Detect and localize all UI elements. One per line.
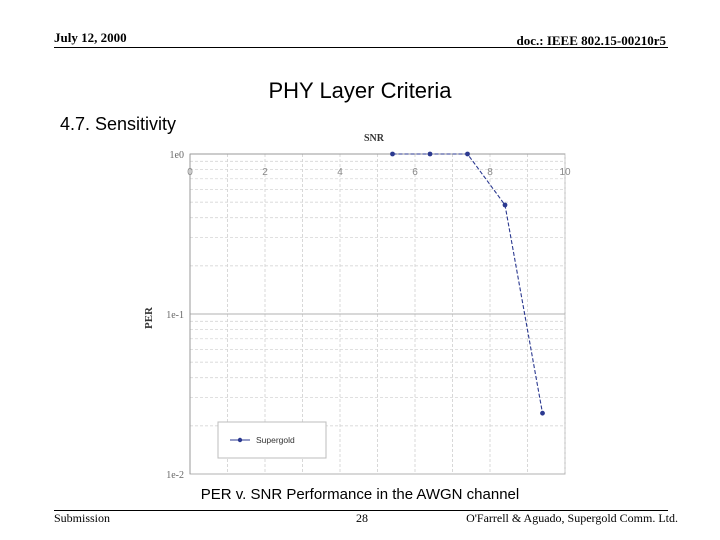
legend-marker (237, 437, 243, 443)
legend-label: Supergold (256, 435, 295, 445)
x-tick-label: 10 (559, 167, 571, 178)
footer-submission: Submission (54, 511, 111, 525)
chart-grid (189, 153, 566, 475)
y-axis-label: PER (143, 306, 155, 329)
data-point (390, 151, 395, 157)
chart-labels: 0 2 4 6 8 10 1e0 1e-1 1e-2 SNR PER (143, 133, 571, 481)
data-point (502, 202, 508, 208)
header-divider (54, 47, 668, 48)
chart-series (390, 151, 545, 416)
section-heading: 4.7. Sensitivity (60, 114, 177, 134)
footer-divider (54, 510, 668, 511)
chart-title: SNR (364, 133, 385, 144)
footer-authors: O'Farrell & Aguado, Supergold Comm. Ltd. (466, 511, 678, 525)
x-tick-label: 8 (487, 167, 493, 178)
per-snr-chart: 0 2 4 6 8 10 1e0 1e-1 1e-2 SNR PER Supergold (143, 133, 571, 481)
x-tick-label: 4 (337, 167, 343, 178)
chart-axes (189, 153, 565, 474)
x-tick-label: 0 (187, 167, 193, 178)
x-tick-label: 6 (412, 167, 418, 178)
header-date: July 12, 2000 (54, 30, 127, 45)
y-tick-label: 1e-2 (166, 470, 184, 481)
footer-page-number: 28 (356, 511, 368, 525)
y-tick-label: 1e-1 (166, 310, 184, 321)
data-point (540, 410, 545, 416)
data-point (465, 151, 470, 157)
x-tick-label: 2 (262, 167, 268, 178)
figure-caption: PER v. SNR Performance in the AWGN chann… (200, 486, 520, 503)
chart-legend: Supergold (217, 421, 327, 459)
header-doc-id: doc.: IEEE 802.15-00210r5 (516, 33, 667, 48)
slide-title: PHY Layer Criteria (268, 78, 452, 103)
y-tick-label: 1e0 (170, 150, 184, 161)
data-point (427, 151, 433, 157)
